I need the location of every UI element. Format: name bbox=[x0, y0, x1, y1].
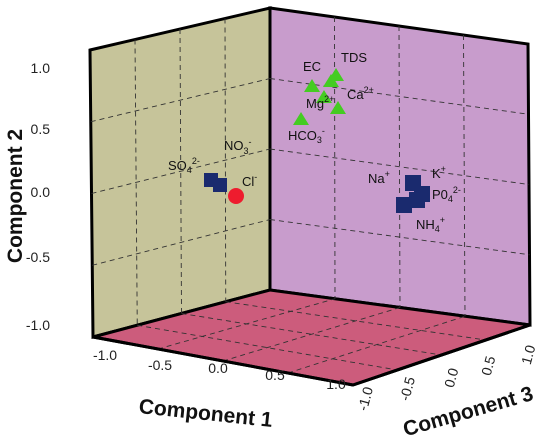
plot-box bbox=[88, 6, 532, 387]
y-tick: 0.5 bbox=[31, 121, 51, 137]
label-po4: P042- bbox=[432, 185, 461, 204]
tick-labels: 1.0 0.5 0.0 -0.5 -1.0 -1.0 -0.5 0.0 0.5 … bbox=[26, 60, 539, 412]
marker-no3 bbox=[213, 178, 227, 192]
grid-line bbox=[398, 25, 401, 308]
z-tick: -0.5 bbox=[396, 375, 418, 403]
x-tick: -0.5 bbox=[148, 357, 172, 373]
grid-line bbox=[92, 219, 271, 266]
grid-line bbox=[269, 219, 530, 256]
front-edge-bottom bbox=[92, 335, 354, 387]
grid-line bbox=[90, 78, 271, 123]
label-ca: Ca2+ bbox=[347, 85, 374, 102]
back-wall bbox=[268, 6, 532, 327]
grid-line bbox=[225, 301, 486, 341]
marker-nh4 bbox=[396, 197, 412, 213]
marker-cl bbox=[228, 188, 244, 204]
y-axis-title: Component 2 bbox=[4, 129, 27, 263]
label-ec: EC bbox=[303, 59, 321, 74]
grid-line bbox=[269, 148, 530, 185]
marker-hco3 bbox=[293, 112, 309, 125]
grid-line bbox=[224, 18, 227, 302]
grid-line bbox=[463, 34, 466, 317]
grid-line bbox=[222, 307, 401, 362]
grid-line bbox=[137, 324, 398, 371]
marker-tds2 bbox=[323, 74, 339, 87]
z-tick: 0.0 bbox=[441, 366, 462, 389]
z-tick: 0.5 bbox=[478, 354, 499, 377]
grid-line bbox=[269, 78, 529, 115]
markers bbox=[204, 68, 430, 213]
x-tick: 0.0 bbox=[208, 360, 228, 376]
grid-line bbox=[179, 28, 182, 314]
y-tick: -0.5 bbox=[26, 249, 50, 265]
grid-line bbox=[181, 313, 442, 356]
y-tick: -1.0 bbox=[26, 317, 50, 333]
label-nh4: NH4+ bbox=[416, 215, 445, 234]
x-tick: 1.0 bbox=[326, 376, 346, 392]
label-k: K+ bbox=[432, 164, 446, 181]
grid-line bbox=[334, 16, 336, 299]
z-axis-title: Component 3 bbox=[401, 382, 536, 441]
x-tick: -1.0 bbox=[93, 347, 117, 363]
grid-line bbox=[287, 315, 466, 374]
x-tick: 0.5 bbox=[265, 367, 285, 383]
marker-ca bbox=[330, 101, 346, 114]
label-hco3: HCO3- bbox=[288, 126, 325, 145]
front-edge-right bbox=[352, 323, 531, 387]
y-tick: 0.0 bbox=[31, 184, 51, 200]
label-tds: TDS bbox=[341, 50, 367, 65]
marker-ec bbox=[304, 79, 320, 92]
point-labels: SO42- NO3- Cl- EC TDS Ca2+ Mg2+ HCO3- Na… bbox=[168, 50, 461, 234]
grid-line bbox=[91, 148, 271, 194]
label-no3: NO3- bbox=[224, 137, 252, 156]
marker-mg bbox=[316, 90, 332, 103]
grid-line bbox=[134, 39, 138, 326]
label-na: Na+ bbox=[368, 169, 390, 186]
y-tick: 1.0 bbox=[31, 60, 51, 76]
label-so4: SO42- bbox=[168, 156, 200, 175]
marker-po4 bbox=[409, 192, 425, 208]
z-tick: 1.0 bbox=[518, 343, 539, 366]
z-tick: -1.0 bbox=[354, 385, 376, 413]
label-mg: Mg2+ bbox=[306, 94, 334, 111]
x-axis-title: Component 1 bbox=[138, 395, 274, 432]
grid-lines bbox=[90, 16, 530, 374]
label-cl: Cl- bbox=[242, 172, 257, 189]
